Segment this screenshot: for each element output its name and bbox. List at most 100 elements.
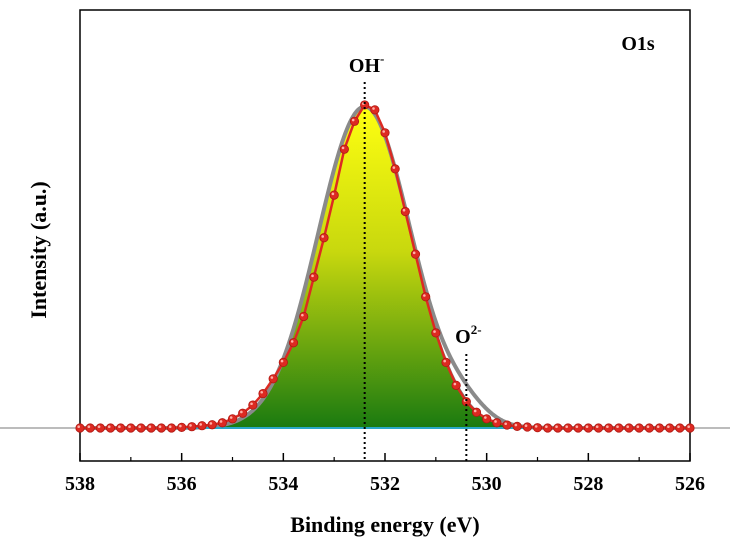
data-point-49 [573, 423, 583, 433]
data-point-59 [675, 423, 685, 433]
data-point-24 [319, 233, 329, 243]
data-point-highlight-33 [412, 251, 416, 255]
data-point-3 [105, 423, 116, 433]
data-point-1 [85, 423, 95, 433]
data-point-5 [126, 423, 136, 433]
data-point-highlight-19 [270, 376, 274, 379]
data-point-highlight-59 [677, 425, 680, 429]
data-point-25 [329, 190, 339, 200]
data-point-23 [309, 272, 319, 282]
data-point-42 [502, 420, 512, 430]
data-point-highlight-60 [687, 425, 690, 429]
data-point-highlight-39 [473, 409, 477, 413]
data-point-highlight-37 [453, 382, 457, 386]
panel-label: O1s [621, 33, 655, 55]
data-point-22 [299, 311, 309, 322]
data-point-highlight-15 [229, 416, 233, 419]
data-point-15 [227, 414, 238, 424]
data-point-20 [278, 357, 288, 367]
data-point-highlight-52 [606, 425, 609, 429]
data-point-highlight-13 [209, 422, 213, 425]
data-point-30 [380, 128, 390, 138]
data-point-highlight-17 [250, 402, 253, 406]
data-point-highlight-58 [667, 425, 670, 429]
oh-peak-label: OH- [349, 51, 384, 77]
data-point-44 [522, 422, 532, 432]
data-point-highlight-29 [372, 107, 375, 110]
data-point-highlight-1 [87, 425, 91, 429]
data-point-highlight-51 [595, 425, 599, 429]
data-point-13 [207, 420, 217, 430]
x-tick-label-4: 530 [472, 473, 502, 495]
data-point-46 [543, 423, 553, 433]
data-point-highlight-47 [555, 425, 558, 429]
data-point-highlight-44 [524, 424, 528, 428]
data-point-60 [685, 423, 695, 433]
data-point-54 [624, 423, 634, 433]
data-point-highlight-30 [382, 130, 386, 133]
data-point-31 [390, 164, 400, 174]
data-point-45 [532, 423, 543, 433]
experimental-data-markers [75, 100, 695, 433]
data-point-highlight-43 [514, 423, 518, 427]
oh-peak-label-sup: - [380, 51, 384, 66]
o2-peak-label-sup: 2- [471, 322, 482, 337]
data-point-highlight-42 [504, 422, 508, 426]
o2-peak-label-base: O [455, 326, 471, 348]
data-point-0 [75, 423, 85, 433]
data-point-highlight-8 [158, 425, 162, 429]
data-point-highlight-7 [148, 425, 152, 429]
data-point-highlight-31 [392, 166, 396, 169]
data-point-51 [593, 423, 604, 433]
data-point-17 [248, 400, 258, 410]
data-point-highlight-34 [423, 294, 426, 297]
data-point-highlight-55 [636, 425, 640, 429]
data-point-33 [410, 249, 421, 259]
data-point-52 [604, 423, 614, 433]
x-tick-label-3: 532 [370, 473, 400, 495]
data-point-highlight-9 [168, 425, 172, 429]
data-point-highlight-11 [189, 424, 192, 427]
data-point-19 [268, 374, 278, 384]
data-point-highlight-3 [107, 425, 111, 429]
data-point-highlight-23 [311, 274, 314, 278]
data-point-highlight-6 [138, 425, 141, 429]
o2-peak-label: O2- [455, 322, 481, 348]
data-point-highlight-32 [402, 208, 406, 212]
data-point-43 [512, 421, 522, 431]
data-point-40 [482, 414, 492, 424]
data-point-34 [421, 292, 431, 302]
data-point-21 [288, 338, 299, 348]
data-point-highlight-0 [77, 425, 80, 429]
data-point-11 [187, 422, 197, 432]
data-point-39 [471, 407, 482, 417]
data-point-highlight-57 [656, 425, 660, 429]
x-tick-label-6: 526 [675, 473, 705, 495]
data-point-highlight-27 [351, 118, 355, 122]
x-tick-label-1: 536 [167, 473, 197, 495]
x-tick-label-5: 528 [573, 473, 603, 495]
data-point-57 [654, 423, 665, 433]
data-point-highlight-48 [565, 425, 568, 429]
data-point-2 [95, 423, 105, 433]
data-point-highlight-24 [321, 235, 325, 238]
data-point-48 [563, 423, 573, 433]
data-point-highlight-18 [260, 390, 264, 394]
data-point-highlight-5 [128, 425, 131, 429]
x-tick-label-2: 534 [268, 473, 298, 495]
data-point-highlight-54 [626, 425, 629, 429]
data-point-36 [441, 357, 451, 367]
x-axis-ticks: 538 536 534 532 530 528 526 [65, 453, 705, 495]
data-point-highlight-16 [240, 410, 243, 414]
data-point-14 [217, 418, 227, 428]
data-point-highlight-12 [199, 423, 202, 426]
data-point-highlight-50 [585, 425, 589, 429]
data-point-12 [197, 421, 207, 431]
data-point-56 [644, 423, 654, 433]
data-point-47 [553, 423, 563, 433]
data-point-8 [156, 423, 166, 433]
data-point-highlight-14 [219, 420, 223, 423]
data-point-highlight-49 [575, 425, 579, 429]
data-point-highlight-41 [494, 420, 497, 423]
